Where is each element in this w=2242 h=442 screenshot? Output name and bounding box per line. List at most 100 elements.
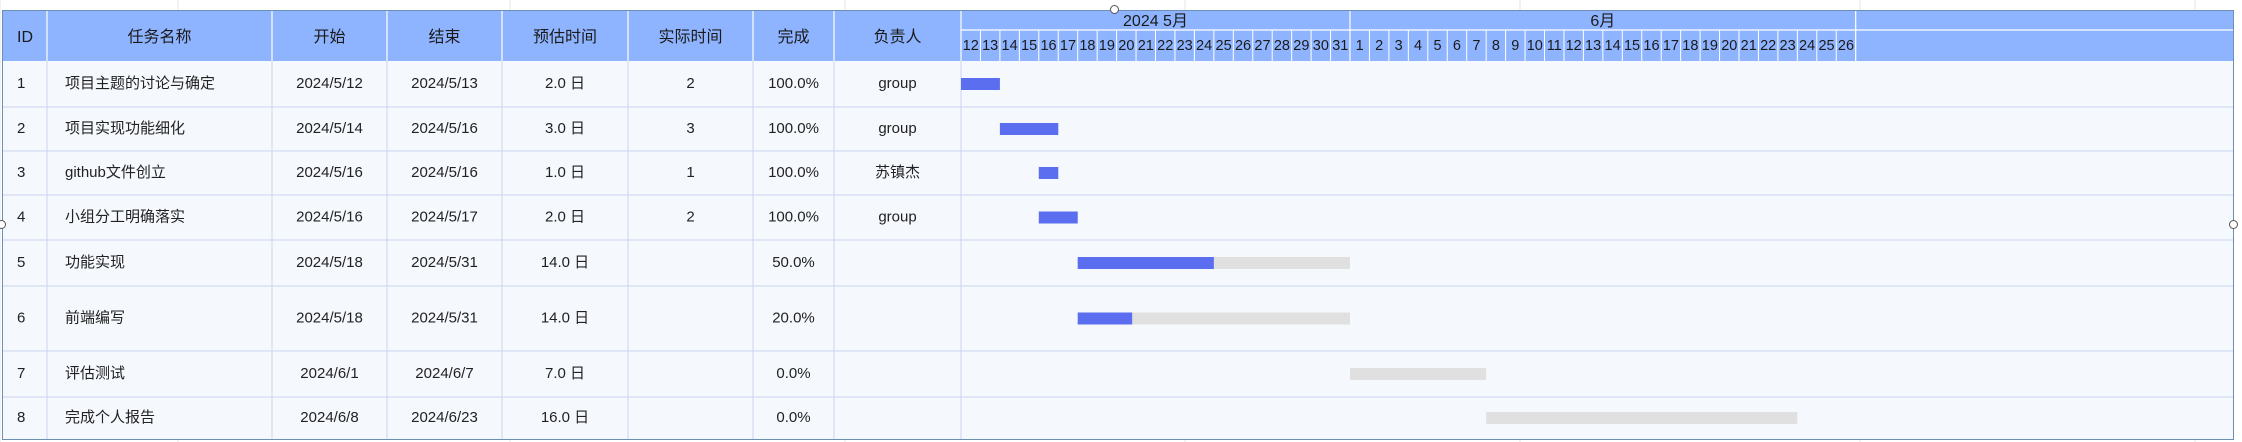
task-progress-cell: 0.0% (776, 409, 810, 426)
day-label: 23 (1780, 38, 1796, 54)
task-estimate-cell: 7.0 日 (545, 365, 585, 382)
task-estimate-cell: 14.0 日 (541, 309, 589, 326)
task-actual-cell: 3 (686, 120, 694, 137)
task-estimate-cell: 16.0 日 (541, 409, 589, 426)
task-name-cell: 完成个人报告 (65, 409, 155, 426)
day-label: 10 (1527, 38, 1543, 54)
task-start-cell: 2024/5/18 (296, 254, 363, 271)
task-bar-progress (1038, 211, 1078, 224)
column-header-5: 实际时间 (658, 28, 722, 46)
day-label: 24 (1799, 38, 1815, 54)
task-bar-progress (961, 78, 1000, 90)
task-estimate-cell: 14.0 日 (541, 254, 589, 271)
gantt-chart: 1 项目主题的讨论与确定 2024/5/12 2024/5/13 2.0 日 2 100.0… (3, 11, 2233, 439)
task-owner-cell: group (878, 75, 916, 92)
day-label: 29 (1293, 38, 1309, 54)
task-name-cell: 评估测试 (65, 365, 125, 382)
task-owner-cell: 苏镇杰 (875, 164, 920, 181)
task-end-cell: 2024/5/31 (411, 254, 478, 271)
task-progress-cell: 50.0% (772, 254, 815, 271)
task-id-cell: 1 (17, 75, 25, 92)
resize-handle-right[interactable] (2229, 220, 2238, 229)
day-label: 22 (1760, 38, 1776, 54)
day-label: 2 (1375, 38, 1383, 54)
task-end-cell: 2024/5/16 (411, 120, 478, 137)
day-label: 8 (1492, 38, 1500, 54)
task-name-cell: 功能实现 (65, 254, 125, 271)
task-id-cell: 6 (17, 309, 25, 326)
column-header-2: 开始 (313, 28, 345, 46)
task-name-cell: 项目主题的讨论与确定 (65, 75, 215, 92)
day-label: 21 (1741, 38, 1757, 54)
day-label: 17 (1663, 38, 1679, 54)
day-label: 19 (1099, 38, 1115, 54)
task-name-cell: 前端编写 (65, 309, 125, 326)
resize-handle-top[interactable] (1110, 5, 1119, 14)
day-label: 19 (1702, 38, 1718, 54)
task-bar-remaining (1350, 368, 1487, 380)
month-label-0: 2024 5月 (1123, 13, 1188, 30)
column-header-0: ID (17, 29, 33, 46)
column-header-6: 完成 (777, 28, 809, 46)
task-id-cell: 8 (17, 409, 25, 426)
task-owner-cell: group (878, 120, 916, 137)
task-estimate-cell: 1.0 日 (545, 164, 585, 181)
task-bar-progress (999, 123, 1059, 135)
task-bar-progress (1038, 167, 1059, 179)
task-end-cell: 2024/5/13 (411, 75, 478, 92)
day-label: 12 (1566, 38, 1582, 54)
task-id-cell: 7 (17, 365, 25, 382)
task-actual-cell: 2 (686, 75, 694, 92)
task-id-cell: 4 (17, 208, 25, 225)
day-label: 16 (1643, 38, 1659, 54)
day-label: 22 (1157, 38, 1173, 54)
gantt-body-background (3, 61, 2233, 439)
day-label: 18 (1682, 38, 1698, 54)
day-label: 25 (1216, 38, 1232, 54)
task-owner-cell: group (878, 208, 916, 225)
gantt-body: 1 项目主题的讨论与确定 2024/5/12 2024/5/13 2.0 日 2 100.0… (3, 61, 2233, 439)
day-label: 12 (963, 38, 979, 54)
column-header-1: 任务名称 (127, 28, 191, 46)
day-label: 16 (1040, 38, 1056, 54)
resize-handle-left[interactable] (0, 220, 6, 229)
day-label: 26 (1235, 38, 1251, 54)
task-start-cell: 2024/6/8 (300, 409, 358, 426)
day-label: 13 (1585, 38, 1601, 54)
task-name-cell: 小组分工明确落实 (65, 208, 185, 225)
day-label: 30 (1313, 38, 1329, 54)
task-estimate-cell: 2.0 日 (545, 208, 585, 225)
task-start-cell: 2024/5/16 (296, 208, 363, 225)
gantt-chart-object[interactable]: 1 项目主题的讨论与确定 2024/5/12 2024/5/13 2.0 日 2 100.0… (2, 10, 2234, 440)
task-progress-cell: 0.0% (776, 365, 810, 382)
task-end-cell: 2024/6/23 (411, 409, 478, 426)
task-estimate-cell: 2.0 日 (545, 75, 585, 92)
day-label: 25 (1818, 38, 1834, 54)
task-progress-cell: 100.0% (768, 208, 819, 225)
task-end-cell: 2024/5/31 (411, 309, 478, 326)
task-start-cell: 2024/5/14 (296, 120, 363, 137)
task-bar-remaining (1486, 412, 1798, 424)
day-label: 31 (1332, 38, 1348, 54)
task-name-cell: github文件创立 (65, 164, 166, 181)
day-label: 23 (1177, 38, 1193, 54)
day-label: 14 (1605, 38, 1621, 54)
task-progress-cell: 100.0% (768, 164, 819, 181)
task-progress-cell: 20.0% (772, 309, 815, 326)
day-label: 24 (1196, 38, 1212, 54)
day-label: 15 (1021, 38, 1037, 54)
day-label: 21 (1138, 38, 1154, 54)
task-estimate-cell: 3.0 日 (545, 120, 585, 137)
day-label: 14 (1002, 38, 1018, 54)
day-label: 26 (1838, 38, 1854, 54)
task-end-cell: 2024/5/16 (411, 164, 478, 181)
column-header-3: 结束 (428, 28, 460, 46)
gantt-bars (961, 78, 1798, 424)
day-label: 11 (1547, 38, 1562, 54)
month-label-1: 6月 (1590, 13, 1615, 30)
task-bar-remaining (1077, 312, 1350, 325)
day-label: 17 (1060, 38, 1076, 54)
day-label: 13 (982, 38, 998, 54)
task-name-cell: 项目实现功能细化 (65, 120, 185, 137)
